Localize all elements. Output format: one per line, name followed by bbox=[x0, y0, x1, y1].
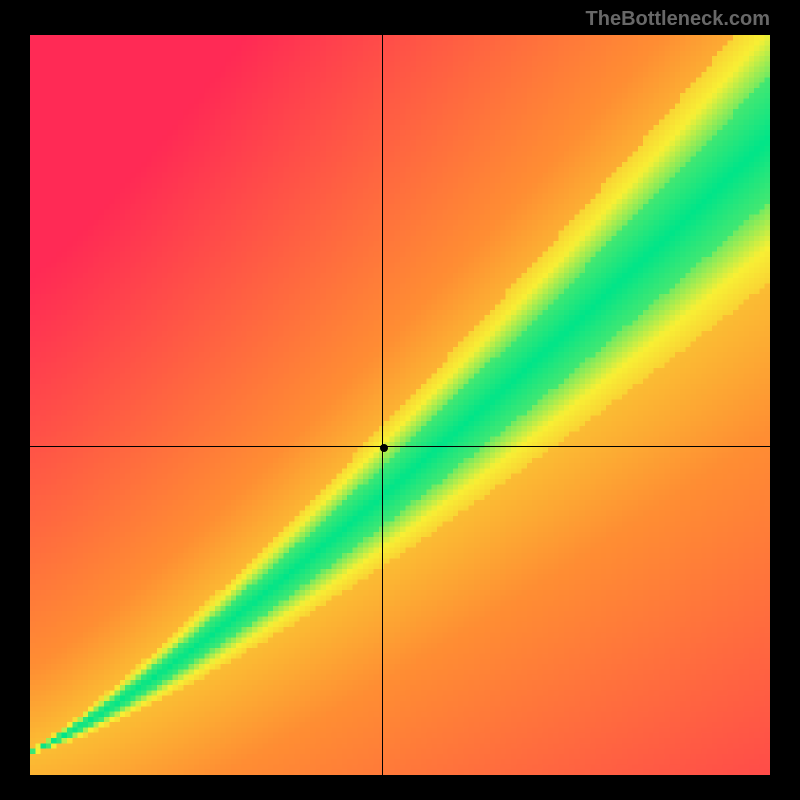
watermark-text: TheBottleneck.com bbox=[586, 8, 770, 31]
marker-dot bbox=[380, 444, 388, 452]
heatmap-chart bbox=[30, 35, 770, 775]
crosshair-vertical bbox=[382, 35, 383, 775]
heatmap-canvas bbox=[30, 35, 770, 775]
crosshair-horizontal bbox=[30, 446, 770, 447]
